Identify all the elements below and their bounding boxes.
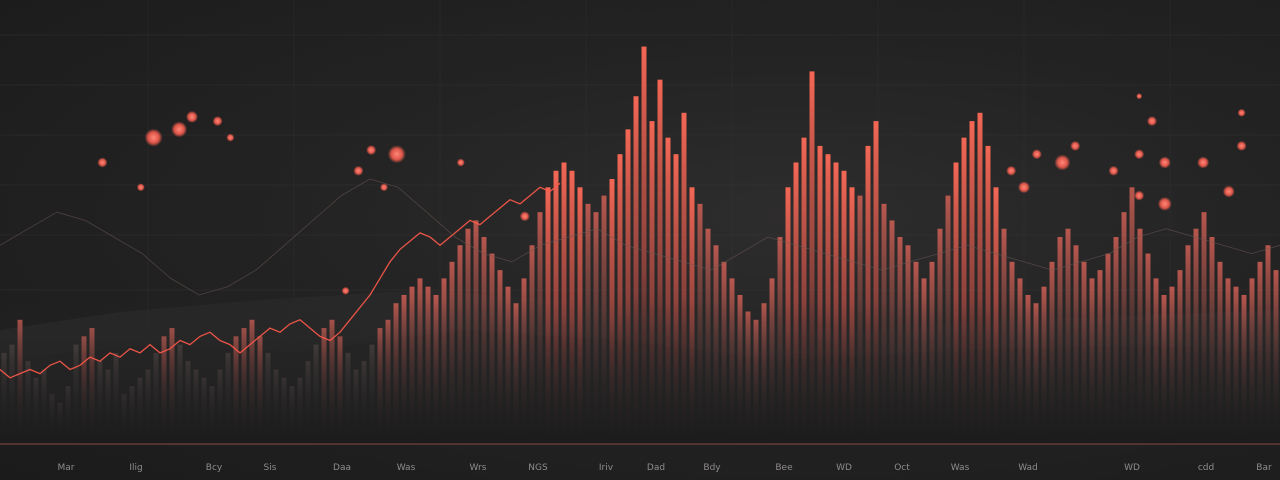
scatter-dot (1136, 93, 1143, 100)
bar (657, 79, 663, 445)
scatter-dot (1070, 140, 1081, 151)
bar (969, 121, 975, 444)
bar (961, 137, 967, 444)
x-axis-ticks: Mar Ilig Bcy Sis Daa Was Wrs NGS Iriv Dad Bdy Bee WD… (58, 463, 1272, 473)
scatter-dot (353, 165, 364, 176)
scatter-dot (341, 286, 350, 295)
scatter-dot (1237, 108, 1246, 117)
x-tick-label: Mar (58, 463, 75, 473)
x-tick-label: Ilig (129, 463, 142, 473)
bar (801, 137, 807, 444)
scatter-dot (1236, 140, 1247, 151)
x-tick-label: Sis (264, 463, 277, 473)
scatter-dot (1018, 181, 1030, 194)
scatter-dot (212, 116, 223, 127)
bar (817, 145, 823, 445)
scatter-dot (1157, 196, 1172, 211)
bar (673, 154, 679, 444)
scatter-dot (1134, 149, 1145, 160)
scatter-dot (1147, 116, 1157, 127)
bar (985, 145, 991, 445)
bar (649, 121, 655, 444)
line-series (0, 178, 1280, 379)
x-tick-label: Bar (1256, 463, 1272, 473)
scatter-dot (456, 158, 465, 167)
x-tick-label: NGS (528, 463, 548, 473)
x-tick-label: Bdy (703, 463, 721, 473)
scatter-dot (1158, 156, 1171, 169)
scatter-dot (1108, 165, 1119, 176)
scatter-dot (519, 211, 530, 222)
scatter-dot (171, 121, 188, 138)
scatter-dot (1054, 154, 1071, 171)
bar (865, 145, 871, 445)
bar (633, 96, 639, 445)
x-tick-label: cdd (1198, 463, 1214, 473)
bar-series (0, 46, 1280, 445)
x-tick-label: Daa (333, 463, 351, 473)
x-tick-label: Bcy (206, 463, 223, 473)
x-tick-label: Dad (647, 463, 665, 473)
series-line (0, 182, 561, 379)
scatter-dot (226, 133, 235, 142)
scatter-dot (1222, 185, 1235, 198)
x-tick-label: Wad (1018, 463, 1038, 473)
x-tick-label: Iriv (599, 463, 614, 473)
scatter-dot (1006, 165, 1017, 176)
scatter-dot (144, 128, 163, 147)
bar (809, 71, 815, 445)
scatter-series (97, 93, 1247, 295)
series-line (0, 178, 1280, 296)
bar (873, 121, 879, 444)
x-tick-label: Oct (894, 463, 910, 473)
bar (825, 154, 831, 444)
scatter-dot (186, 110, 198, 123)
bar (641, 46, 647, 445)
bar (617, 154, 623, 444)
x-tick-label: WD (1124, 463, 1140, 473)
bar (977, 112, 983, 445)
scatter-dot (1134, 190, 1145, 201)
x-tick-label: WD (836, 463, 852, 473)
scatter-dot (136, 183, 145, 192)
scatter-dot (387, 145, 406, 164)
scatter-dot (380, 183, 388, 192)
bar (625, 129, 631, 445)
bar (681, 112, 687, 445)
scatter-dot (366, 145, 377, 156)
scatter-dot (1197, 156, 1210, 169)
x-tick-label: Was (397, 463, 416, 473)
scatter-dot (1031, 149, 1042, 160)
scatter-dot (97, 157, 108, 168)
x-tick-label: Wrs (470, 463, 487, 473)
x-tick-label: Bee (775, 463, 793, 473)
bar (665, 137, 671, 444)
x-tick-label: Was (951, 463, 970, 473)
bar-fog (0, 300, 1280, 444)
